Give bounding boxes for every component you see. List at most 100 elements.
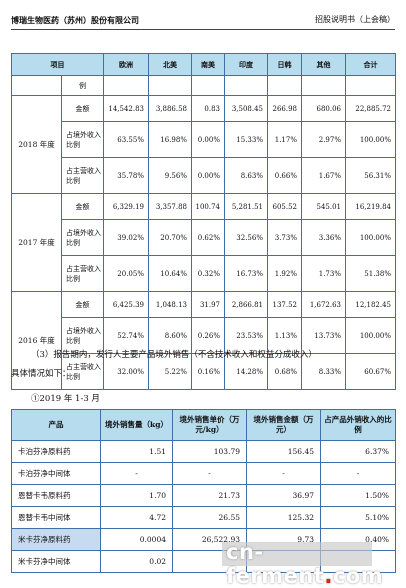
col-header-south-america: 南美: [191, 53, 225, 76]
value-cell: 5.22%: [148, 353, 192, 390]
col-header-total: 合计: [345, 53, 396, 76]
value-cell: 3,508.45: [224, 95, 268, 122]
section-heading-2019q1: ①2019 年 1-3 月: [31, 394, 100, 404]
value-cell: 20.70%: [148, 219, 192, 256]
value-cell: 16.73%: [224, 255, 268, 292]
product-name: 米卡芬净原料药: [11, 528, 101, 551]
year-label: 2017 年度: [11, 193, 62, 292]
document-page: 博瑞生物医药（苏州）股份有限公司 招股说明书（上会稿） 项目 欧洲 北美 南美 …: [11, 15, 396, 588]
value-cell: 6,329.19: [103, 193, 149, 220]
product-name: 米卡芬净中间体: [11, 550, 101, 573]
empty-cell: [267, 75, 302, 96]
value-cell: 266.98: [267, 95, 302, 122]
empty-cell: [148, 75, 192, 96]
empty-cell: [301, 75, 346, 96]
value-cell: 1.70: [100, 484, 173, 507]
col-header-unit-price: 境外销售单价（万元/kg）: [172, 409, 247, 441]
col-header-sales-amount: 境外销售金额（万元）: [246, 409, 321, 441]
value-cell: 100.74: [191, 193, 225, 220]
paragraph-details: 具体情况如下：: [11, 369, 71, 379]
value-cell: 605.52: [267, 193, 302, 220]
value-cell: 63.55%: [103, 121, 149, 158]
col-header-europe: 欧洲: [103, 53, 149, 76]
value-cell: 1.17%: [267, 121, 302, 158]
table-row: 例: [11, 75, 396, 96]
value-cell: 6,425.39: [103, 291, 149, 318]
value-cell: 100.00%: [345, 317, 396, 354]
value-cell: 14.28%: [224, 353, 268, 390]
value-cell: 2,866.81: [224, 291, 268, 318]
product-name: 恩替卡韦原料药: [11, 484, 101, 507]
value-cell: 15.33%: [224, 121, 268, 158]
table-row: 米卡芬净原料药 0.0004 26,522.93 9.73 0.40%: [11, 528, 396, 551]
value-cell: 1.50%: [320, 484, 396, 507]
col-header-north-america: 北美: [148, 53, 192, 76]
col-header-share: 占产品外销收入的比例: [320, 409, 396, 441]
carry-over-label: 例: [61, 75, 104, 96]
empty-cell: [345, 75, 396, 96]
value-cell: 14,542.83: [103, 95, 149, 122]
value-cell: 16.98%: [148, 121, 192, 158]
value-cell: 60.67%: [345, 353, 396, 390]
value-cell: 0.02: [100, 550, 173, 573]
empty-cell: [224, 75, 268, 96]
empty-cell: [191, 75, 225, 96]
table-row: 恩替卡韦中间体 4.72 26.55 125.32 5.10%: [11, 506, 396, 529]
site-watermark: cn-ferment.com: [222, 540, 392, 588]
value-cell: 0.62%: [191, 219, 225, 256]
value-cell: 0.0004: [100, 528, 173, 551]
product-name: 卡泊芬净中间体: [11, 462, 101, 485]
value-cell: 3.73%: [267, 219, 302, 256]
metric-label: 占主营收入比例: [61, 353, 104, 390]
value-cell: 6.37%: [320, 440, 396, 463]
paragraph-overseas-sales: （3）报告期内，发行人主要产品境外销售（不含技术收入和权益分成收入）: [31, 350, 317, 360]
value-cell: 31.97: [191, 291, 225, 318]
value-cell: 16,219.84: [345, 193, 396, 220]
value-cell: -: [172, 462, 247, 485]
value-cell: 100.00%: [345, 219, 396, 256]
watermark-text: cn-ferment.com: [226, 540, 384, 588]
value-cell: 22,885.72: [345, 95, 396, 122]
value-cell: 5,281.51: [224, 193, 268, 220]
carry-over-cell: [11, 75, 62, 96]
value-cell: 35.78%: [103, 157, 149, 194]
value-cell: 0.16%: [191, 353, 225, 390]
metric-label: 占主营收入比例: [61, 255, 104, 292]
document-title: 招股说明书（上会稿）: [315, 15, 395, 24]
value-cell: 0.66%: [267, 157, 302, 194]
empty-cell: [103, 75, 149, 96]
value-cell: 0.00%: [191, 157, 225, 194]
value-cell: 2.97%: [301, 121, 346, 158]
company-name: 博瑞生物医药（苏州）股份有限公司: [11, 15, 139, 25]
value-cell: 156.45: [246, 440, 321, 463]
value-cell: 1,048.13: [148, 291, 192, 318]
value-cell: 100.00%: [345, 121, 396, 158]
metric-label: 金额: [61, 291, 104, 318]
value-cell: -: [320, 462, 396, 485]
value-cell: 680.06: [301, 95, 346, 122]
value-cell: 1.67%: [301, 157, 346, 194]
metric-label: 占境外收入比例: [61, 121, 104, 158]
value-cell: 51.38%: [345, 255, 396, 292]
value-cell: 0.00%: [191, 121, 225, 158]
table-row: 卡泊芬净原料药 1.51 103.79 156.45 6.37%: [11, 440, 396, 463]
value-cell: 5.10%: [320, 506, 396, 529]
table-row: 卡泊芬净中间体 - - - -: [11, 462, 396, 485]
value-cell: 0.83: [191, 95, 225, 122]
table-row: 占境外收入比例 39.02% 20.70% 0.62% 32.56% 3.73% 3.36%…: [12, 219, 396, 256]
value-cell: 39.02%: [103, 219, 149, 256]
table-row: 2018 年度 金额 14,542.83 3,886.58 0.83 3,508.45 26…: [11, 95, 396, 194]
product-overseas-sales-table: 产品 境外销售量（kg） 境外销售单价（万元/kg） 境外销售金额（万元） 占产…: [11, 409, 396, 573]
value-cell: 1.73%: [301, 255, 346, 292]
value-cell: 1.51: [100, 440, 173, 463]
table-row: 占境外收入比例 52.74% 8.60% 0.26% 23.53% 1.13% 13.73%…: [12, 317, 396, 354]
value-cell: 0.68%: [267, 353, 302, 390]
value-cell: 3,357.88: [148, 193, 192, 220]
col-header-india: 印度: [224, 53, 268, 76]
metric-label: 金额: [61, 95, 104, 122]
col-header-sales-volume: 境外销售量（kg）: [100, 409, 173, 441]
value-cell: 125.32: [246, 506, 321, 529]
value-cell: 26.55: [172, 506, 247, 529]
value-cell: 21.73: [172, 484, 247, 507]
value-cell: 137.52: [267, 291, 302, 318]
